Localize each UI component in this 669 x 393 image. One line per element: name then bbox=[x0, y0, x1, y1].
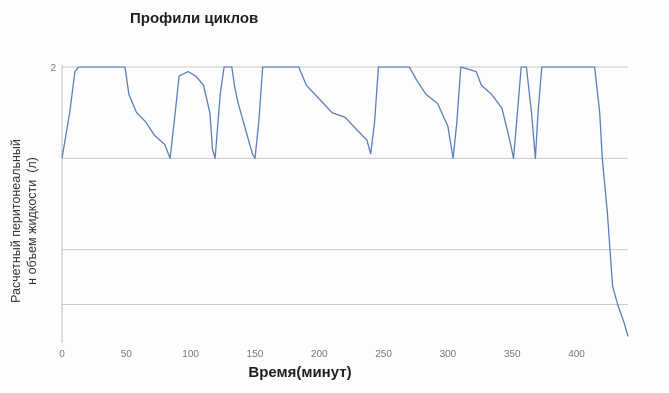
x-tick-label: 350 bbox=[504, 349, 521, 360]
x-tick-label: 150 bbox=[247, 349, 264, 360]
axis-layer: 2 0 50 100 150 200 250 300 350 400 bbox=[50, 63, 585, 360]
x-tick-label: 100 bbox=[182, 349, 199, 360]
x-tick-label: 50 bbox=[121, 349, 133, 360]
chart-title: Профили циклов bbox=[130, 10, 259, 27]
x-tick-label: 400 bbox=[568, 349, 585, 360]
x-tick-label: 0 bbox=[59, 349, 65, 360]
series-line-0 bbox=[61, 66, 629, 337]
x-tick-label: 300 bbox=[440, 349, 457, 360]
y-tick-label: 2 bbox=[50, 63, 56, 74]
series-layer bbox=[61, 66, 629, 337]
x-tick-label: 200 bbox=[311, 349, 328, 360]
grid-layer bbox=[62, 66, 628, 305]
x-axis-label: Время(минут) bbox=[248, 364, 352, 381]
x-tick-label: 250 bbox=[375, 349, 392, 360]
